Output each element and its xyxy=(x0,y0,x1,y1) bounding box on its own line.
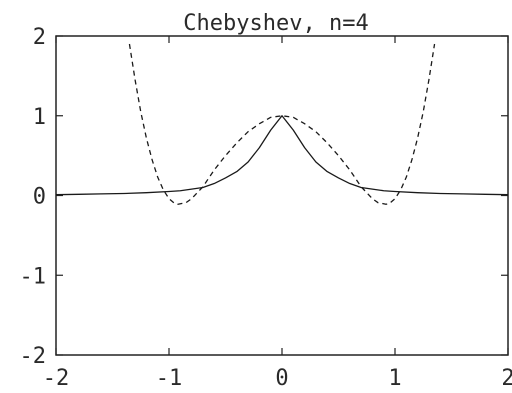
series-layer xyxy=(56,43,508,205)
x-tick-label: 1 xyxy=(388,366,401,391)
x-tick-label: 0 xyxy=(275,366,288,391)
x-tick-label: -1 xyxy=(156,366,183,391)
chart-title: Chebyshev, n=4 xyxy=(183,11,368,36)
y-tick-label: 0 xyxy=(33,185,46,210)
x-tick-labels: -2 -1 0 1 2 xyxy=(43,366,512,391)
y-tick-label: 1 xyxy=(33,105,46,130)
y-tick-label: 2 xyxy=(33,25,46,50)
x-tick-label: 2 xyxy=(501,366,512,391)
x-tick-label: -2 xyxy=(43,366,70,391)
plot-frame xyxy=(55,35,509,356)
plot-area xyxy=(55,35,509,356)
series-line-solid xyxy=(56,115,508,196)
y-tick-label: -2 xyxy=(20,344,47,369)
y-tick-label: -1 xyxy=(20,264,47,289)
tick-marks xyxy=(55,35,509,356)
series-line-dashed xyxy=(128,43,436,205)
y-tick-labels: -2 -1 0 1 2 xyxy=(20,25,47,369)
